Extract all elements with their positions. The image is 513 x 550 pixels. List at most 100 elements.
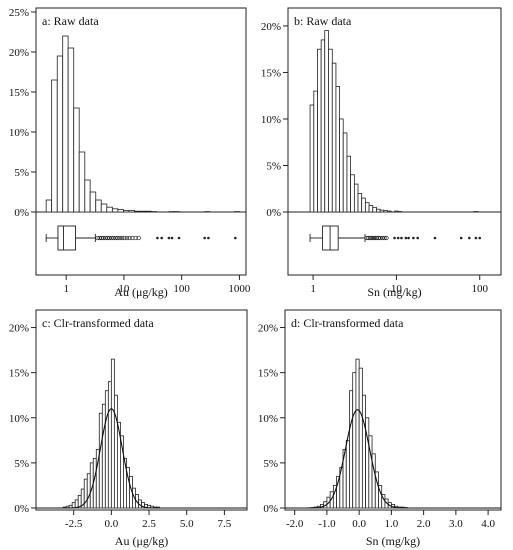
y-tick-label: 15% [9,368,29,380]
x-tick-label: 2.0 [417,518,431,530]
histogram-bar [45,199,53,213]
outlier-point [369,235,374,241]
outlier-point [370,235,375,241]
outlier-point [122,235,127,241]
y-tick-label: 5% [266,160,281,172]
x-tick-label: -2.5 [65,518,83,530]
extreme-point [167,236,171,240]
outlier-point [136,235,141,241]
extreme-point [474,236,478,240]
histogram-bar [379,209,385,213]
x-tick-label: 10 [118,283,130,295]
box-iqr [57,225,76,251]
extreme-point [177,236,181,240]
histogram-bar [324,30,329,213]
x-tick-label: 4.0 [481,518,495,530]
histogram-bar [123,209,130,213]
histogram-bar [350,174,355,213]
x-tick-label: -2.0 [286,518,304,530]
y-tick-label: 15% [261,67,281,79]
outlier-point [133,235,138,241]
histogram-bar [73,107,80,213]
x-tick-label: 1.0 [385,518,399,530]
panel-title: d: Clr-transformed data [291,316,404,330]
histogram-bar [357,192,363,213]
plot-frame [284,309,502,511]
histogram-bar [113,394,118,509]
histogram-bar [352,372,357,509]
histogram-bar [98,412,103,509]
histogram-bar [345,439,350,509]
histogram-bar [353,183,359,213]
extreme-point [160,236,163,240]
y-tick-label: 20% [261,21,281,33]
outlier-point [124,235,130,241]
panel-title: a: Raw data [42,14,99,28]
outlier-point [366,235,371,241]
y-tick-label: 10% [261,114,281,126]
x-tick-label: 7.5 [218,518,232,530]
extreme-point [416,236,419,240]
x-tick-label: 1000 [228,283,251,295]
outlier-point [117,235,123,241]
x-tick-label: 0.0 [104,518,118,530]
normal-fit-curve [36,408,247,509]
histogram-bar [387,210,392,213]
histogram-bar [104,390,109,509]
histogram-bar [67,47,75,213]
extreme-point [412,236,415,240]
histogram-bar [342,132,348,213]
panel-title: c: Clr-transformed data [42,316,154,330]
x-tick-label: 2.5 [142,518,156,530]
plot-frame [287,7,502,276]
y-tick-label: 0% [266,207,281,219]
outlier-point [101,235,106,241]
histogram-bar [361,394,366,509]
histogram-bar [328,48,333,213]
plot-frame [35,7,247,276]
histogram-bar [364,202,370,213]
extreme-point [393,236,396,240]
outlier-point [107,235,112,241]
extreme-point [459,236,463,240]
x-tick-label: 1 [63,283,69,295]
histogram-bar [320,39,326,213]
histogram-bar [331,62,337,213]
extreme-point [404,236,408,240]
histogram-bar [84,179,91,213]
outlier-point [384,235,389,241]
histogram-bar [335,86,340,213]
histogram-bar [383,210,388,213]
y-tick-label: 5% [14,167,29,179]
extreme-point [478,236,482,240]
histogram-bar [368,205,374,213]
histogram-bar [317,48,322,213]
histogram-bar [145,210,152,213]
histogram-bar [358,367,363,509]
outlier-point [105,235,110,241]
x-axis-label: Sn (mg/kg) [367,285,421,299]
histogram-bar [134,210,141,213]
histogram-bar [106,206,113,213]
histogram-bar [110,358,115,509]
y-tick-label: 20% [9,323,29,335]
x-axis-label: Sn (mg/kg) [366,534,420,548]
histogram-bar [309,104,315,213]
histogram-bar [117,209,124,213]
normal-fit-curve [285,409,501,509]
y-tick-label: 20% [258,323,278,335]
x-tick-label: 1 [310,283,316,295]
y-tick-label: 15% [9,87,29,99]
outlier-point [367,235,372,241]
histogram-bar [51,79,58,213]
y-tick-label: 10% [9,413,29,425]
histogram-bar [394,210,399,213]
y-tick-label: 15% [258,368,278,380]
extreme-point [234,236,237,240]
x-tick-label: 100 [173,283,190,295]
outlier-point [380,235,385,241]
histogram-bar [95,199,102,213]
histogram-bar [349,390,354,509]
histogram-bar [78,151,86,213]
